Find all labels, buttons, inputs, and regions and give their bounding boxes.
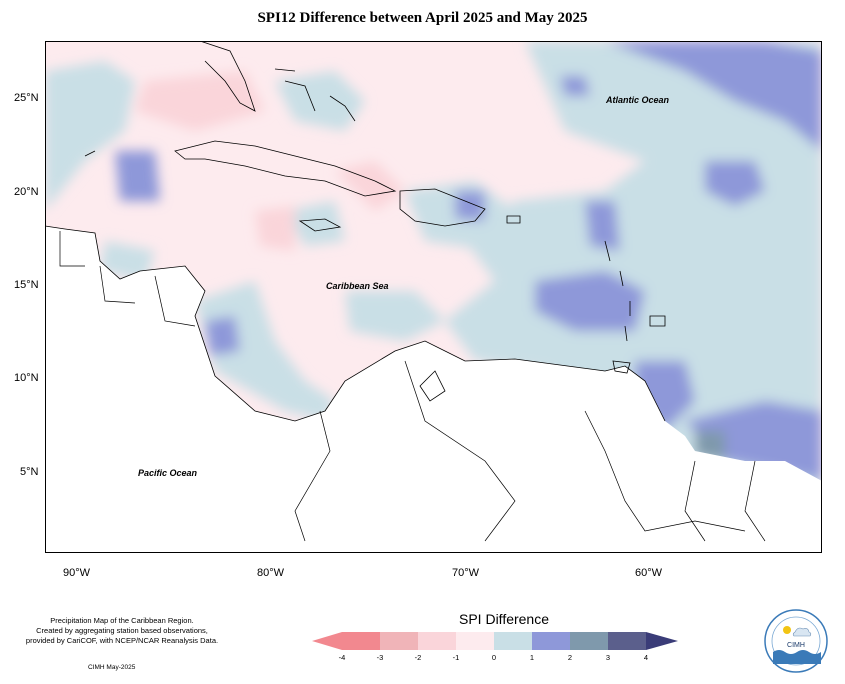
wave-icon xyxy=(773,650,821,664)
land-mask xyxy=(44,225,822,553)
lon-label-60w: 60°W xyxy=(635,567,663,579)
legend-swatch-7 xyxy=(570,632,608,650)
legend-tick-1: 1 xyxy=(529,653,535,662)
pacific-ocean-label: Pacific Ocean xyxy=(138,468,198,478)
map-border xyxy=(45,41,822,553)
legend-colorbar xyxy=(312,632,678,650)
description-line-3: provided by CariCOF, with NCEP/NCAR Rean… xyxy=(25,636,219,645)
legend-tick-m4: -4 xyxy=(338,653,346,662)
island-outlines xyxy=(84,40,666,402)
description-line-2: Created by aggregating station based obs… xyxy=(36,626,208,635)
legend-swatch-1 xyxy=(342,632,380,650)
legend-swatch-5 xyxy=(494,632,532,650)
lat-label-15n: 15°N xyxy=(14,279,39,291)
map-description: Precipitation Map of the Caribbean Regio… xyxy=(12,616,232,646)
legend-tick-0: 0 xyxy=(491,653,497,662)
lat-label-10n: 10°N xyxy=(14,372,39,384)
credit-text: CIMH May-2025 xyxy=(88,664,136,671)
lat-label-5n: 5°N xyxy=(20,466,39,478)
lat-label-20n: 20°N xyxy=(14,186,39,198)
logo-text: CIMH xyxy=(787,642,805,649)
map-title: SPI12 Difference between April 2025 and … xyxy=(257,10,588,26)
legend-swatch-3 xyxy=(418,632,456,650)
cimh-logo: CIMH xyxy=(764,609,828,673)
spi-map xyxy=(40,40,822,558)
legend-arrow-right xyxy=(646,632,678,650)
description-line-1: Precipitation Map of the Caribbean Regio… xyxy=(50,616,194,625)
caribbean-sea-label: Caribbean Sea xyxy=(326,281,389,291)
atlantic-ocean-label: Atlantic Ocean xyxy=(606,95,670,105)
legend-tick-m3: -3 xyxy=(376,653,384,662)
cloud-icon xyxy=(792,627,812,637)
legend-swatch-2 xyxy=(380,632,418,650)
map-svg xyxy=(40,40,822,558)
legend-arrow-left xyxy=(312,632,342,650)
lon-label-70w: 70°W xyxy=(452,567,480,579)
legend-title: SPI Difference xyxy=(459,611,550,627)
legend-tick-4: 4 xyxy=(643,653,649,662)
legend-tick-m1: -1 xyxy=(452,653,460,662)
lat-label-25n: 25°N xyxy=(14,92,39,104)
legend-swatch-6 xyxy=(532,632,570,650)
legend-tick-m2: -2 xyxy=(414,653,422,662)
legend-tick-3: 3 xyxy=(605,653,611,662)
spi-field xyxy=(45,41,822,553)
legend-tick-2: 2 xyxy=(567,653,573,662)
sun-icon xyxy=(783,626,791,634)
legend-swatch-4 xyxy=(456,632,494,650)
lon-label-90w: 90°W xyxy=(63,567,91,579)
lon-label-80w: 80°W xyxy=(257,567,285,579)
legend-swatch-8 xyxy=(608,632,646,650)
